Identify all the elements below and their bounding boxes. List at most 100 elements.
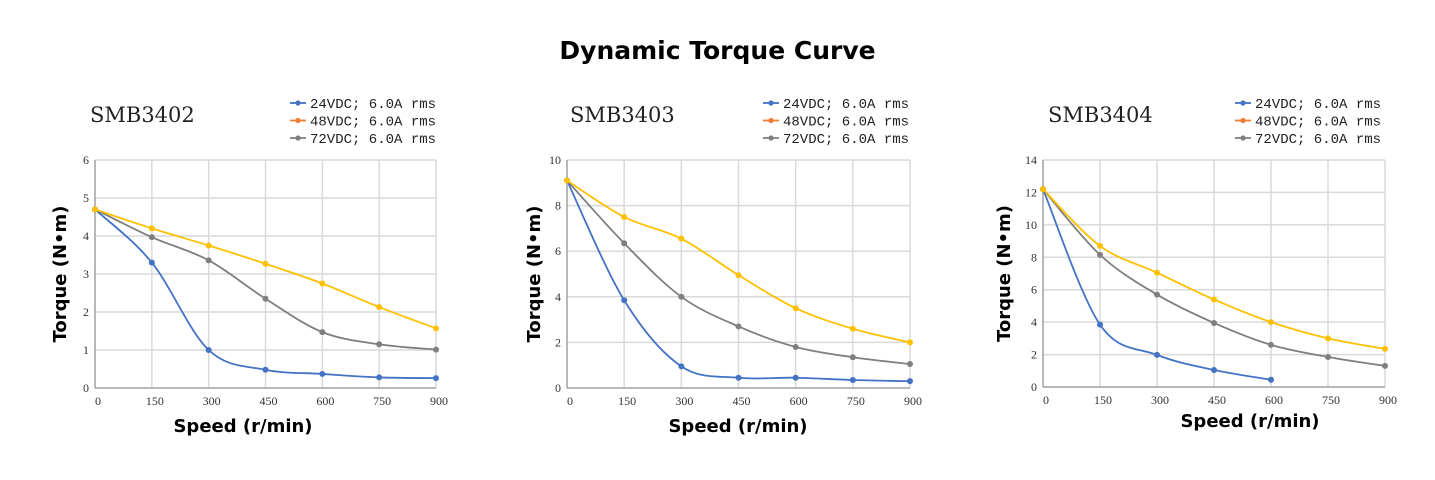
y-tick-label: 12 — [1025, 185, 1037, 199]
data-point — [1097, 251, 1103, 258]
y-tick-label: 5 — [83, 191, 89, 205]
data-point — [1211, 296, 1217, 303]
x-axis-label: Speed (r/min) — [1180, 411, 1319, 432]
data-point — [735, 323, 742, 330]
data-point — [1154, 269, 1160, 276]
data-point — [92, 206, 98, 213]
y-axis-label: Torque (N•m) — [994, 205, 1015, 342]
x-tick-label: 0 — [95, 394, 101, 408]
x-tick-label: 450 — [260, 394, 278, 408]
x-tick-label: 900 — [904, 394, 922, 408]
chart-title: SMB3403 — [570, 103, 675, 127]
y-tick-label: 4 — [83, 229, 89, 243]
data-point — [319, 280, 326, 287]
main-title: Dynamic Torque Curve — [559, 36, 876, 65]
data-point — [205, 257, 212, 264]
data-point — [1325, 354, 1331, 361]
data-point — [376, 341, 383, 348]
x-tick-label: 300 — [675, 394, 693, 408]
y-axis-label: Torque (N•m) — [524, 205, 545, 342]
data-point — [1097, 242, 1103, 249]
data-point — [433, 346, 439, 353]
data-point — [376, 374, 383, 381]
legend-marker — [295, 135, 301, 141]
x-tick-label: 450 — [733, 394, 751, 408]
y-tick-label: 1 — [83, 343, 89, 357]
data-point — [1211, 319, 1217, 326]
data-point — [907, 378, 913, 385]
data-point — [735, 272, 742, 279]
legend-marker — [768, 135, 774, 141]
legend-label: 24VDC; 6.0A rms — [1255, 97, 1381, 113]
legend-entry: 72VDC; 6.0A rms — [763, 132, 909, 148]
data-point — [319, 329, 326, 336]
chart-SMB3402: SMB3402 0 1 2 3 4 5 6 0 150 300 450 600 750 900 Speed (… — [50, 97, 448, 437]
data-point — [792, 305, 799, 312]
legend-entry: 24VDC; 6.0A rms — [763, 97, 909, 113]
data-point — [678, 363, 685, 370]
y-tick-label: 2 — [83, 305, 89, 319]
x-tick-label: 450 — [1208, 393, 1226, 407]
y-axis-label: Torque (N•m) — [50, 205, 71, 342]
data-point — [678, 293, 685, 300]
data-point — [1268, 376, 1274, 383]
y-tick-label: 6 — [83, 153, 89, 167]
legend-entry: 72VDC; 6.0A rms — [1235, 132, 1381, 148]
legend-entry: 48VDC; 6.0A rms — [763, 115, 909, 131]
legend-label: 48VDC; 6.0A rms — [783, 115, 909, 131]
data-point — [849, 377, 856, 384]
data-point — [205, 242, 212, 249]
x-tick-label: 750 — [847, 394, 865, 408]
data-point — [205, 347, 212, 353]
x-tick-label: 750 — [373, 394, 391, 408]
x-axis-label: Speed (r/min) — [173, 416, 312, 437]
x-axis-label: Speed (r/min) — [668, 416, 807, 437]
data-point — [433, 375, 439, 382]
data-point — [376, 304, 383, 311]
x-tick-label: 300 — [1151, 393, 1169, 407]
legend-marker — [768, 100, 774, 106]
data-point — [907, 361, 913, 368]
y-tick-label: 10 — [549, 153, 561, 167]
x-tick-label: 150 — [146, 394, 164, 408]
data-point — [1154, 291, 1160, 298]
x-tick-label: 300 — [203, 394, 221, 408]
data-point — [735, 374, 742, 381]
legend-marker — [295, 100, 301, 106]
legend-label: 24VDC; 6.0A rms — [783, 97, 909, 113]
data-point — [262, 295, 269, 302]
data-point — [1268, 341, 1274, 348]
legend-label: 48VDC; 6.0A rms — [1255, 115, 1381, 131]
legend-marker — [768, 117, 774, 124]
data-point — [792, 343, 799, 350]
y-tick-label: 0 — [555, 381, 561, 395]
data-point — [1268, 319, 1274, 326]
legend-entry: 72VDC; 6.0A rms — [290, 132, 436, 148]
legend-label: 72VDC; 6.0A rms — [1255, 132, 1381, 148]
y-tick-label: 2 — [1031, 348, 1037, 362]
x-tick-label: 150 — [1094, 393, 1112, 407]
legend-label: 48VDC; 6.0A rms — [310, 115, 436, 131]
data-point — [1325, 335, 1331, 342]
data-point — [1154, 351, 1160, 358]
data-point — [148, 234, 155, 241]
x-tick-label: 900 — [1379, 393, 1397, 407]
data-point — [148, 259, 155, 266]
x-tick-label: 750 — [1322, 393, 1340, 407]
data-point — [678, 235, 685, 242]
legend-marker — [1240, 117, 1246, 124]
x-tick-label: 600 — [316, 394, 334, 408]
data-point — [148, 225, 155, 232]
y-tick-label: 3 — [83, 267, 89, 281]
x-tick-label: 0 — [1043, 393, 1049, 407]
y-tick-label: 4 — [1031, 315, 1037, 329]
series-line-24VDC — [1042, 188, 1272, 381]
y-tick-label: 8 — [1031, 250, 1037, 264]
x-tick-label: 600 — [790, 394, 808, 408]
data-point — [621, 240, 628, 247]
data-point — [319, 370, 326, 377]
y-tick-label: 10 — [1025, 218, 1037, 232]
y-tick-label: 6 — [1031, 283, 1037, 297]
legend-marker — [1240, 135, 1246, 141]
